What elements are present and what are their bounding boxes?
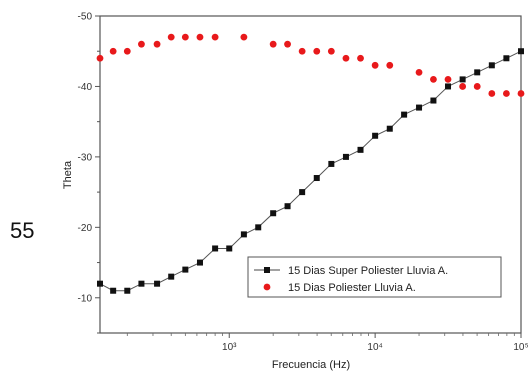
data-point [138, 280, 145, 287]
data-point [502, 90, 510, 97]
data-point [124, 287, 131, 294]
data-point [328, 160, 335, 167]
legend-marker-series-1 [264, 267, 270, 273]
data-point [459, 76, 466, 83]
data-point [255, 224, 262, 231]
data-point [386, 61, 394, 69]
data-point [518, 48, 524, 55]
y-tick-label: -50 [78, 12, 93, 23]
series-2 [96, 33, 525, 97]
data-point [226, 245, 233, 252]
data-point [97, 280, 103, 287]
x-axis-label: Frecuencia (Hz) [272, 359, 350, 371]
y-tick-label: -40 [78, 82, 93, 93]
legend: 15 Dias Super Poliester Lluvia A. 15 Dia… [247, 256, 502, 298]
data-point [212, 245, 219, 252]
data-point [240, 33, 248, 41]
data-point [196, 33, 204, 41]
y-axis-label: Theta [62, 160, 74, 189]
data-point [342, 153, 349, 160]
data-point [270, 210, 277, 217]
data-point [327, 47, 335, 55]
data-point [299, 189, 306, 196]
data-point [284, 203, 291, 210]
data-point [488, 90, 496, 97]
data-point [313, 175, 320, 182]
data-point [459, 83, 467, 90]
data-point [182, 266, 189, 273]
data-point [401, 111, 408, 118]
data-point [123, 47, 131, 55]
legend-label-series-1: 15 Dias Super Poliester Lluvia A. [288, 265, 448, 277]
data-point [269, 40, 277, 48]
data-point [298, 47, 306, 55]
x-tick-label: 10⁴ [367, 342, 382, 353]
y-tick-label: -10 [78, 293, 93, 304]
data-point [96, 54, 104, 62]
data-point [110, 287, 117, 294]
data-point [473, 83, 481, 90]
data-point [357, 54, 364, 62]
data-point [430, 97, 437, 104]
data-point [181, 33, 189, 41]
data-point [153, 40, 161, 48]
data-point [313, 47, 321, 55]
data-point [240, 231, 247, 238]
data-point [386, 125, 393, 132]
data-point [445, 83, 452, 90]
plot-frame [99, 15, 522, 334]
side-label: 55 [10, 218, 34, 243]
data-point [488, 62, 495, 69]
data-point [415, 68, 423, 76]
data-point [342, 54, 350, 62]
x-tick-label: 10⁵ [513, 342, 528, 353]
series-1-line [99, 50, 522, 292]
data-point [474, 69, 481, 76]
axis-ticks: -10 -20 -30 -40 -50 10³ 10⁴ 10⁵ [78, 12, 529, 354]
data-point [211, 33, 219, 41]
data-point [503, 55, 510, 62]
data-point [371, 61, 379, 69]
legend-box [247, 256, 502, 298]
y-tick-label: -20 [78, 223, 93, 234]
data-point [284, 40, 291, 48]
series-layer [96, 33, 525, 294]
series-1 [97, 48, 524, 294]
y-tick-label: -30 [78, 152, 93, 163]
data-point [154, 280, 161, 287]
data-point [168, 273, 175, 280]
data-point [416, 104, 423, 111]
data-point [430, 76, 437, 83]
legend-marker-series-2 [263, 283, 271, 291]
data-point [444, 76, 452, 83]
x-tick-label: 10³ [222, 342, 237, 353]
data-point [138, 40, 145, 48]
data-point [167, 33, 175, 41]
data-point [372, 132, 379, 139]
data-point [196, 259, 203, 266]
data-point [517, 90, 525, 97]
legend-label-series-2: 15 Dias Poliester Lluvia A. [288, 282, 416, 294]
data-point [357, 146, 364, 153]
data-point [109, 47, 117, 55]
